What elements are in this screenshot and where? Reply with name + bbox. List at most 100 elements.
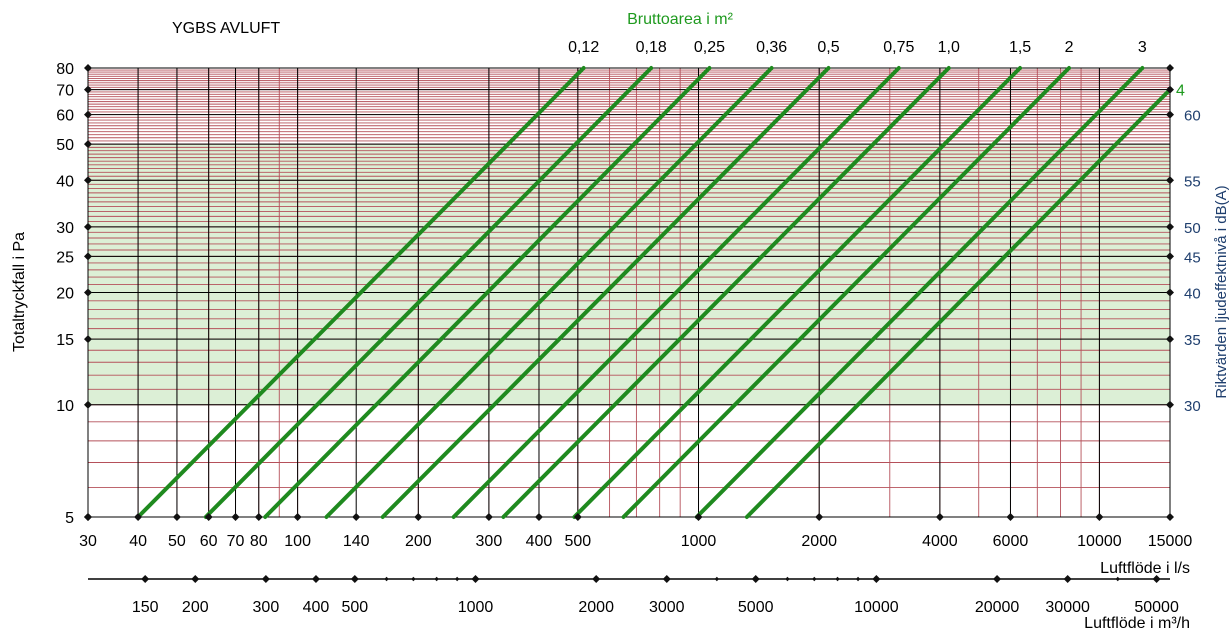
x-tick-label: 140 [343,533,370,550]
x2-tick-marker [751,575,760,583]
x2-tick-label: 50000 [1134,599,1179,616]
x2-tick-marker [141,575,150,583]
y2-tick-marker [1166,176,1174,185]
x2-tick-marker [471,575,480,583]
x2-tick-marker [311,575,320,583]
y-tick-label: 40 [56,173,74,190]
x-tick-marker [534,513,543,521]
x2-tick-marker [993,575,1002,583]
x2-tick-label: 150 [132,599,159,616]
x2-tick-label: 30000 [1045,599,1090,616]
series-title: Bruttoarea i m² [627,11,733,28]
series-label: 4 [1176,83,1185,100]
x-tick-label: 4000 [922,533,958,550]
y-tick-marker [84,335,92,344]
x-tick-label: 100 [284,533,311,550]
y2-tick-label: 30 [1184,398,1201,415]
x-tick-marker [935,513,944,521]
y-tick-label: 50 [56,137,74,154]
x-tick-marker [254,513,263,521]
x2-minor-marker [785,576,790,582]
x2-minor-marker [714,576,720,582]
series-line [263,66,712,519]
x2-tick-label: 1000 [458,599,494,616]
series-label: 1,0 [938,39,960,56]
series-line [136,66,586,519]
x2-tick-marker [261,575,270,583]
y-tick-marker [84,85,92,94]
y-tick-marker [84,400,92,409]
y2-tick-marker [1166,400,1174,409]
x-tick-label: 15000 [1148,533,1193,550]
y2-tick-marker [1166,288,1174,297]
x-tick-marker [484,513,493,521]
x-tick-label: 500 [564,533,591,550]
x-tick-label: 400 [526,533,553,550]
x2-tick-label: 10000 [854,599,899,616]
x-tick-label: 200 [405,533,432,550]
y-tick-marker [84,64,92,72]
series-label: 1,5 [1009,39,1031,56]
series-layer: 0,12 0,18 0,25 0,36 0,5 0,75 1,0 1,5 2 3 4 [136,39,1185,519]
y2-tick-label: 45 [1184,249,1201,266]
x-tick-marker [172,513,181,521]
x2-tick-label: 3000 [649,599,685,616]
y-axis-label: Totaltryckfall i Pa [11,232,28,352]
series-label: 0,36 [756,39,787,56]
series-line [501,66,951,519]
x2-minor-marker [384,576,389,582]
series-line [324,66,774,519]
x-tick-marker [352,513,361,521]
y-tick-marker [84,176,92,185]
y-tick-label: 10 [56,398,74,415]
x2-tick-label: 5000 [738,599,774,616]
y-tick-label: 5 [65,510,74,527]
x2-tick-label: 2000 [578,599,614,616]
x-tick-marker [573,513,582,521]
x-tick-marker [815,513,824,521]
series-line [380,66,831,519]
grid-layer [87,67,1171,518]
x2-tick-label: 400 [303,599,330,616]
x-tick-label: 2000 [801,533,837,550]
shaded-region [88,144,1170,405]
y2-tick-label: 35 [1184,332,1201,349]
x2-tick-label: 20000 [975,599,1020,616]
x2-minor-marker [434,576,439,582]
x2-tick-marker [191,575,200,583]
x2-minor-marker [1115,576,1120,582]
y-tick-marker [84,140,92,149]
y2-tick-label: 40 [1184,286,1201,303]
x-tick-marker [134,513,143,521]
series-line [694,66,1145,519]
y-tick-label: 25 [56,249,74,266]
x2-minor-marker [411,576,416,582]
x-tick-label: 30 [79,533,97,550]
x2-tick-label: 300 [253,599,280,616]
x2-minor-marker [835,576,840,582]
y2-tick-marker [1166,335,1174,344]
x2-tick-marker [662,575,671,583]
x2-minor-marker [812,576,817,582]
x2-tick-marker [872,575,881,583]
y-tick-label: 70 [56,83,74,100]
y2-tick-marker [1166,85,1174,94]
series-line [451,66,901,519]
series-line [744,87,1172,519]
x-tick-marker [414,513,423,521]
x2-axis-label: Luftflöde i m³/h [1084,615,1190,632]
series-label: 2 [1065,39,1074,56]
x2-tick-marker [1152,575,1161,583]
series-label: 0,25 [694,39,725,56]
y-tick-label: 80 [56,61,74,78]
series-line [572,66,1023,519]
y-tick-label: 60 [56,108,74,125]
y-tick-label: 20 [56,286,74,303]
series-label: 0,75 [883,39,914,56]
y2-tick-marker [1166,110,1174,119]
chart-title: YGBS AVLUFT [172,20,280,37]
x-tick-marker [204,513,213,521]
y-tick-marker [84,252,92,261]
x-tick-marker [1166,513,1174,521]
